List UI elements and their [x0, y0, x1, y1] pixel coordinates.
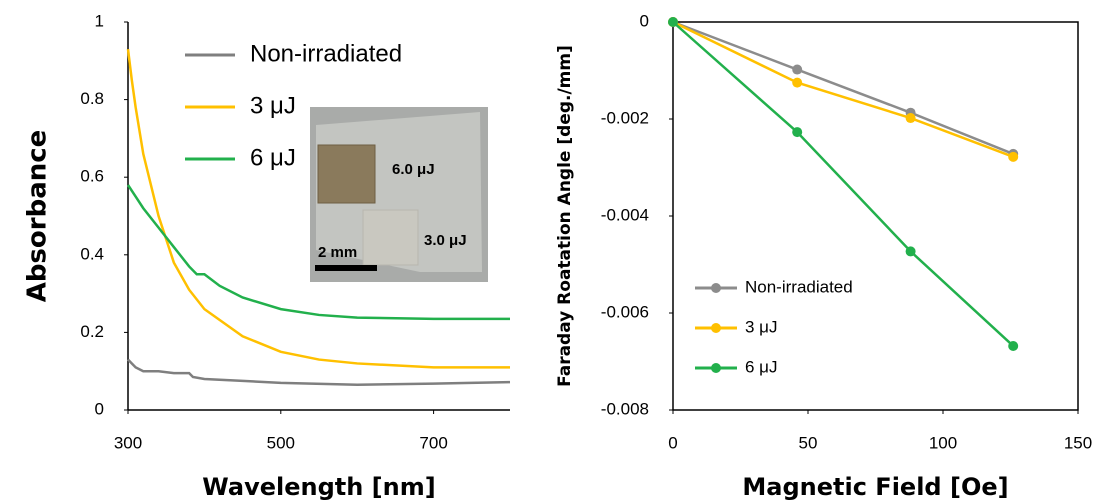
y-tick-label: 0.4	[80, 244, 104, 263]
x-tick-label: 50	[799, 433, 818, 452]
data-point	[792, 127, 803, 138]
data-point	[905, 113, 916, 124]
x-tick-label: 500	[267, 433, 295, 452]
x-axis-title: Magnetic Field [Oe]	[742, 473, 1008, 501]
y-tick-label: 1	[95, 11, 104, 30]
y-axis-title: Absorbance	[23, 130, 53, 303]
legend-label: 6 μJ	[250, 144, 296, 171]
y-tick-label: 0	[640, 11, 649, 30]
data-point	[1008, 340, 1019, 351]
legend-label: 6 μJ	[745, 357, 777, 376]
y-tick-label: 0	[95, 399, 104, 418]
y-tick-label: 0.8	[80, 89, 104, 108]
irradiated-3uj	[362, 209, 419, 266]
y-tick-label: -0.008	[601, 399, 649, 418]
series-line	[126, 184, 510, 321]
series-line	[672, 21, 1015, 347]
series-line	[127, 358, 511, 387]
legend-label: Non-irradiated	[250, 40, 402, 67]
y-axis-title: Faraday Roatation Angle [deg./mm]	[555, 45, 575, 387]
y-tick-label: -0.004	[601, 205, 649, 224]
data-point	[905, 246, 916, 257]
legend-marker	[711, 283, 721, 293]
legend-marker	[711, 363, 721, 373]
legend-label: Non-irradiated	[745, 277, 853, 296]
legend-label: 3 μJ	[745, 317, 777, 336]
y-tick-label: 0.2	[80, 322, 104, 341]
irradiated-6uj	[317, 144, 376, 204]
inset-label: 2 mm	[318, 244, 357, 261]
x-tick-label: 700	[419, 433, 447, 452]
y-tick-label: -0.006	[601, 302, 649, 321]
inset-label: 3.0 μJ	[424, 232, 467, 249]
inset-photo	[310, 107, 488, 282]
y-tick-label: 0.6	[80, 167, 104, 186]
data-point	[1008, 151, 1019, 162]
x-tick-label: 300	[114, 433, 142, 452]
y-tick-label: -0.002	[601, 108, 649, 127]
inset-label: 6.0 μJ	[392, 161, 435, 178]
x-tick-label: 100	[929, 433, 957, 452]
x-axis-title: Wavelength [nm]	[202, 473, 435, 501]
scale-bar	[315, 265, 377, 271]
series-line	[672, 20, 1014, 158]
data-point	[792, 77, 803, 88]
series-line	[126, 49, 510, 369]
series-line	[672, 20, 1014, 156]
data-point	[668, 17, 678, 27]
x-tick-label: 150	[1064, 433, 1092, 452]
legend-label: 3 μJ	[250, 92, 296, 119]
legend-marker	[711, 323, 721, 333]
x-tick-label: 0	[668, 433, 677, 452]
data-point	[792, 64, 803, 75]
